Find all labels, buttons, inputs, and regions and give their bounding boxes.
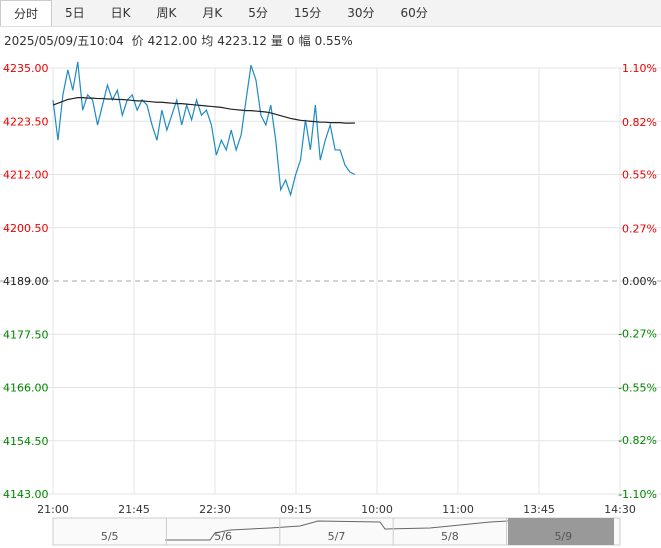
y2-tick-label: 0.27%	[622, 223, 657, 236]
tab-bar: 分时 5日 日K 周K 月K 5分 15分 30分 60分	[0, 0, 661, 27]
series-line	[52, 97, 355, 124]
y-tick-label: 4212.00	[3, 169, 49, 182]
y-tick-label: 4223.50	[3, 115, 49, 128]
tab[interactable]: 60分	[400, 6, 428, 20]
tab[interactable]: 日K	[110, 6, 131, 20]
y-tick-label: 4143.00	[3, 488, 49, 501]
tab[interactable]: 5分	[248, 6, 268, 20]
y2-tick-label: -1.10%	[618, 488, 657, 501]
navigator-label: 5/5	[101, 530, 119, 543]
y-tick-label: 4189.00	[3, 275, 49, 288]
tab[interactable]: 分时	[0, 0, 53, 26]
series-line	[52, 61, 356, 198]
y-tick-label: 4200.50	[3, 222, 49, 235]
tab[interactable]: 月K	[202, 6, 223, 20]
y2-tick-label: -0.55%	[618, 382, 657, 395]
stat-value: 0.55%	[314, 34, 353, 48]
y2-tick-label: 0.82%	[622, 116, 657, 129]
x-tick-label: 13:45	[523, 503, 555, 516]
tab[interactable]: 30分	[347, 6, 375, 20]
stat-value: 4212.00	[147, 34, 198, 48]
y-tick-label: 4235.00	[3, 62, 49, 75]
stat-value: 0	[286, 34, 295, 48]
stat-value: 4223.12	[217, 34, 267, 48]
navigator-label: 5/7	[328, 530, 346, 543]
navigator-label: 5/8	[441, 530, 459, 543]
stat-label: 价	[131, 34, 144, 48]
stat-label: 均	[201, 34, 214, 48]
y2-tick-label: -0.27%	[618, 327, 657, 340]
y-tick-label: 4154.50	[3, 435, 49, 448]
navigator-label: 5/6	[214, 530, 232, 543]
datetime: 2025/05/09/五10:04	[4, 34, 124, 48]
stat-label: 幅	[298, 34, 311, 48]
tab[interactable]: 周K	[156, 6, 177, 20]
x-tick-label: 22:30	[199, 503, 231, 516]
info-line: 2025/05/09/五10:04 价 4212.00 均 4223.12 量 0 幅 0.5…	[4, 32, 357, 49]
y-tick-label: 4166.00	[3, 382, 49, 395]
tab[interactable]: 5日	[65, 6, 85, 20]
x-tick-label: 11:00	[442, 503, 474, 516]
y2-tick-label: 0.55%	[622, 169, 657, 182]
x-tick-label: 09:15	[280, 503, 312, 516]
y2-tick-label: 0.00%	[622, 275, 657, 288]
tab[interactable]: 15分	[293, 6, 322, 20]
x-tick-label: 14:30	[604, 503, 636, 516]
navigator-label: 5/9	[554, 530, 572, 543]
y2-tick-label: -0.82%	[618, 434, 657, 447]
x-tick-label: 21:00	[37, 503, 69, 516]
stat-label: 量	[270, 34, 283, 48]
x-tick-label: 21:45	[118, 503, 150, 516]
navigator-trace	[165, 520, 509, 541]
navigator-window[interactable]	[508, 518, 614, 545]
y2-tick-label: 1.10%	[622, 62, 657, 75]
x-tick-label: 10:00	[361, 503, 393, 516]
y-tick-label: 4177.50	[3, 328, 49, 341]
